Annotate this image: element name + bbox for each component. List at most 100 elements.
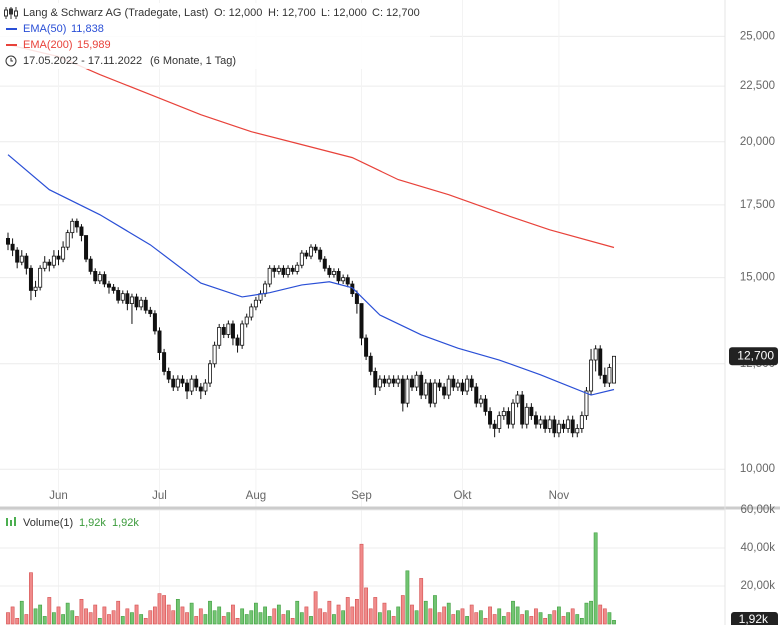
volume-bar [414, 610, 419, 625]
candle-body [322, 258, 327, 269]
volume-bar [602, 608, 607, 625]
candle-body [38, 267, 43, 288]
candle-body [566, 419, 571, 429]
candle-body [299, 252, 304, 266]
date-range: 17.05.2022 - 17.11.2022 [23, 55, 142, 67]
volume-bar [336, 604, 341, 625]
candle-body [194, 378, 199, 388]
candle-body [492, 423, 497, 429]
candle-body [474, 386, 479, 404]
candle-body [157, 330, 162, 353]
volume-bar [410, 604, 414, 625]
legend-value: 11,838 [71, 23, 104, 35]
candle-body [423, 382, 428, 396]
candle-body [56, 255, 61, 260]
candle-body [377, 378, 382, 388]
volume-bar [180, 606, 185, 625]
candle-body [28, 267, 33, 291]
volume-bar [130, 612, 134, 625]
x-tick-label: Aug [246, 490, 266, 502]
candle-body [414, 374, 419, 388]
volume-bar [74, 616, 79, 625]
candle-body [478, 398, 483, 404]
candle-body [129, 296, 134, 304]
y-tick-label: 20,000 [740, 136, 775, 148]
volume-bar [534, 608, 538, 625]
volume-pane [6, 532, 616, 625]
volume-bar [272, 608, 277, 625]
volume-bar [373, 597, 378, 625]
candle-body [33, 286, 38, 291]
volume-bar [111, 610, 116, 625]
y-tick-label: 60,00k [740, 504, 775, 516]
volume-bar [244, 614, 249, 625]
volume-bar [612, 620, 616, 625]
candle-body [313, 246, 318, 251]
volume-bar [185, 612, 189, 625]
candle-body [230, 323, 235, 339]
volume-bar [561, 616, 566, 625]
volume-bar [166, 604, 171, 625]
volume-bar [240, 608, 245, 625]
candle-body [111, 286, 116, 291]
volume-bar [341, 610, 346, 625]
volume-bar [364, 587, 368, 625]
volume-bar [460, 608, 465, 625]
candle-body [162, 352, 167, 372]
candle-body [446, 378, 451, 396]
volume-bar [258, 612, 263, 625]
volume-bar [125, 608, 130, 625]
volume-bar [47, 597, 52, 625]
volume-bar [65, 602, 70, 625]
x-tick-label: Sep [351, 490, 371, 502]
candle-body [561, 423, 566, 429]
volume-bar [497, 608, 502, 625]
volume-bar [79, 598, 84, 625]
candle-body [116, 290, 121, 301]
candle-body [272, 267, 277, 272]
volume-bar [295, 600, 300, 625]
candle-body [171, 378, 176, 388]
candle-body [24, 255, 29, 269]
volume-bar [309, 616, 313, 625]
candle-body [47, 261, 52, 266]
candle-body [589, 359, 594, 392]
candle-body [506, 411, 511, 425]
candle-body [359, 303, 364, 339]
candle-body [552, 419, 557, 434]
volume-bar [327, 600, 332, 625]
candle-body [336, 271, 341, 282]
candle-body [575, 428, 580, 434]
volume-bar [524, 610, 529, 625]
volume-bar [520, 614, 525, 625]
volume-bar [171, 610, 176, 625]
candle-body [240, 323, 245, 346]
volume-bar [318, 608, 323, 625]
candle-body [189, 378, 194, 392]
candle-body [84, 235, 89, 260]
candle-body [579, 415, 584, 429]
candle-body [584, 390, 589, 417]
x-tick-label: Nov [549, 490, 570, 502]
volume-bar [88, 612, 93, 625]
legend-label: EMA(50) [23, 23, 66, 35]
volume-bar [153, 606, 157, 625]
candle-body [460, 382, 465, 392]
candle-body [120, 293, 125, 301]
volume-bar [391, 616, 396, 625]
volume-bar [350, 606, 355, 625]
volume-bar [24, 614, 29, 625]
y-tick-label: 10,000 [740, 463, 775, 475]
volume-bar [598, 604, 603, 625]
candle-body [244, 316, 249, 325]
ohlc-high: H: 12,700 [268, 7, 316, 19]
candle-body [286, 267, 291, 275]
volume-name: Volume(1) [23, 517, 73, 529]
candle-body [543, 419, 548, 429]
candle-body [327, 267, 332, 275]
volume-bar [400, 595, 405, 625]
volume-bar [377, 612, 382, 625]
candle-body [42, 261, 47, 269]
candle-body [134, 296, 139, 308]
